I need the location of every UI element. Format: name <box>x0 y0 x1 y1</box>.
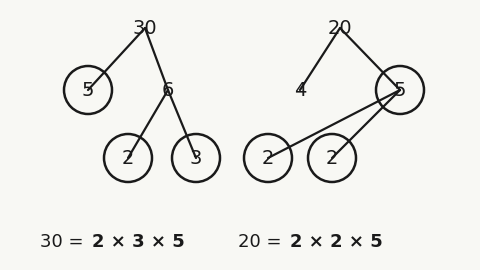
Text: 20 =: 20 = <box>238 233 287 251</box>
Text: 4: 4 <box>294 80 306 100</box>
Text: 2: 2 <box>326 148 338 167</box>
Text: 2 × 2 × 5: 2 × 2 × 5 <box>290 233 383 251</box>
Text: 2: 2 <box>122 148 134 167</box>
Text: 2 × 3 × 5: 2 × 3 × 5 <box>92 233 185 251</box>
Text: 30: 30 <box>132 19 157 38</box>
Text: 5: 5 <box>394 80 406 100</box>
Text: 6: 6 <box>162 80 174 100</box>
Text: 5: 5 <box>82 80 94 100</box>
Text: 3: 3 <box>190 148 202 167</box>
Text: 30 =: 30 = <box>40 233 89 251</box>
Text: 2: 2 <box>262 148 274 167</box>
Text: 20: 20 <box>328 19 352 38</box>
